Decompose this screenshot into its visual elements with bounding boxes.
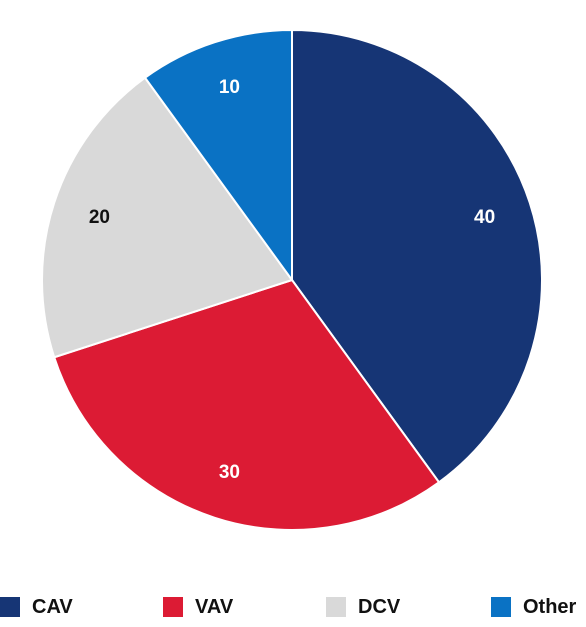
pie-value-label-other: 10: [219, 77, 240, 98]
legend-swatch-dcv: [326, 597, 346, 617]
legend-label-vav: VAV: [195, 595, 234, 618]
legend-item-dcv: DCV: [326, 594, 400, 620]
pie-value-label-cav: 40: [474, 207, 495, 228]
legend-swatch-vav: [163, 597, 183, 617]
legend-label-cav: CAV: [32, 595, 73, 618]
pie-slice-other: [144, 29, 293, 281]
legend-label-dcv: DCV: [358, 595, 401, 618]
legend-item-cav: CAV: [0, 594, 73, 620]
pie-chart: 40 30 20 10: [41, 29, 543, 531]
legend-label-other: Other: [523, 595, 577, 618]
pie-value-label-dcv: 20: [89, 207, 110, 228]
chart-legend: CAV VAV DCV Other: [0, 594, 586, 620]
legend-swatch-cav: [0, 597, 20, 617]
pie-slices: [41, 29, 543, 531]
legend-swatch-other: [491, 597, 511, 617]
legend-item-vav: VAV: [163, 594, 233, 620]
pie-slice-cav: [291, 29, 543, 484]
pie-slice-dcv: [41, 76, 293, 359]
legend-item-other: Other: [491, 594, 576, 620]
pie-slice-vav: [53, 279, 440, 531]
pie-value-labels: 40 30 20 10: [89, 77, 495, 483]
pie-value-label-vav: 30: [219, 462, 240, 483]
